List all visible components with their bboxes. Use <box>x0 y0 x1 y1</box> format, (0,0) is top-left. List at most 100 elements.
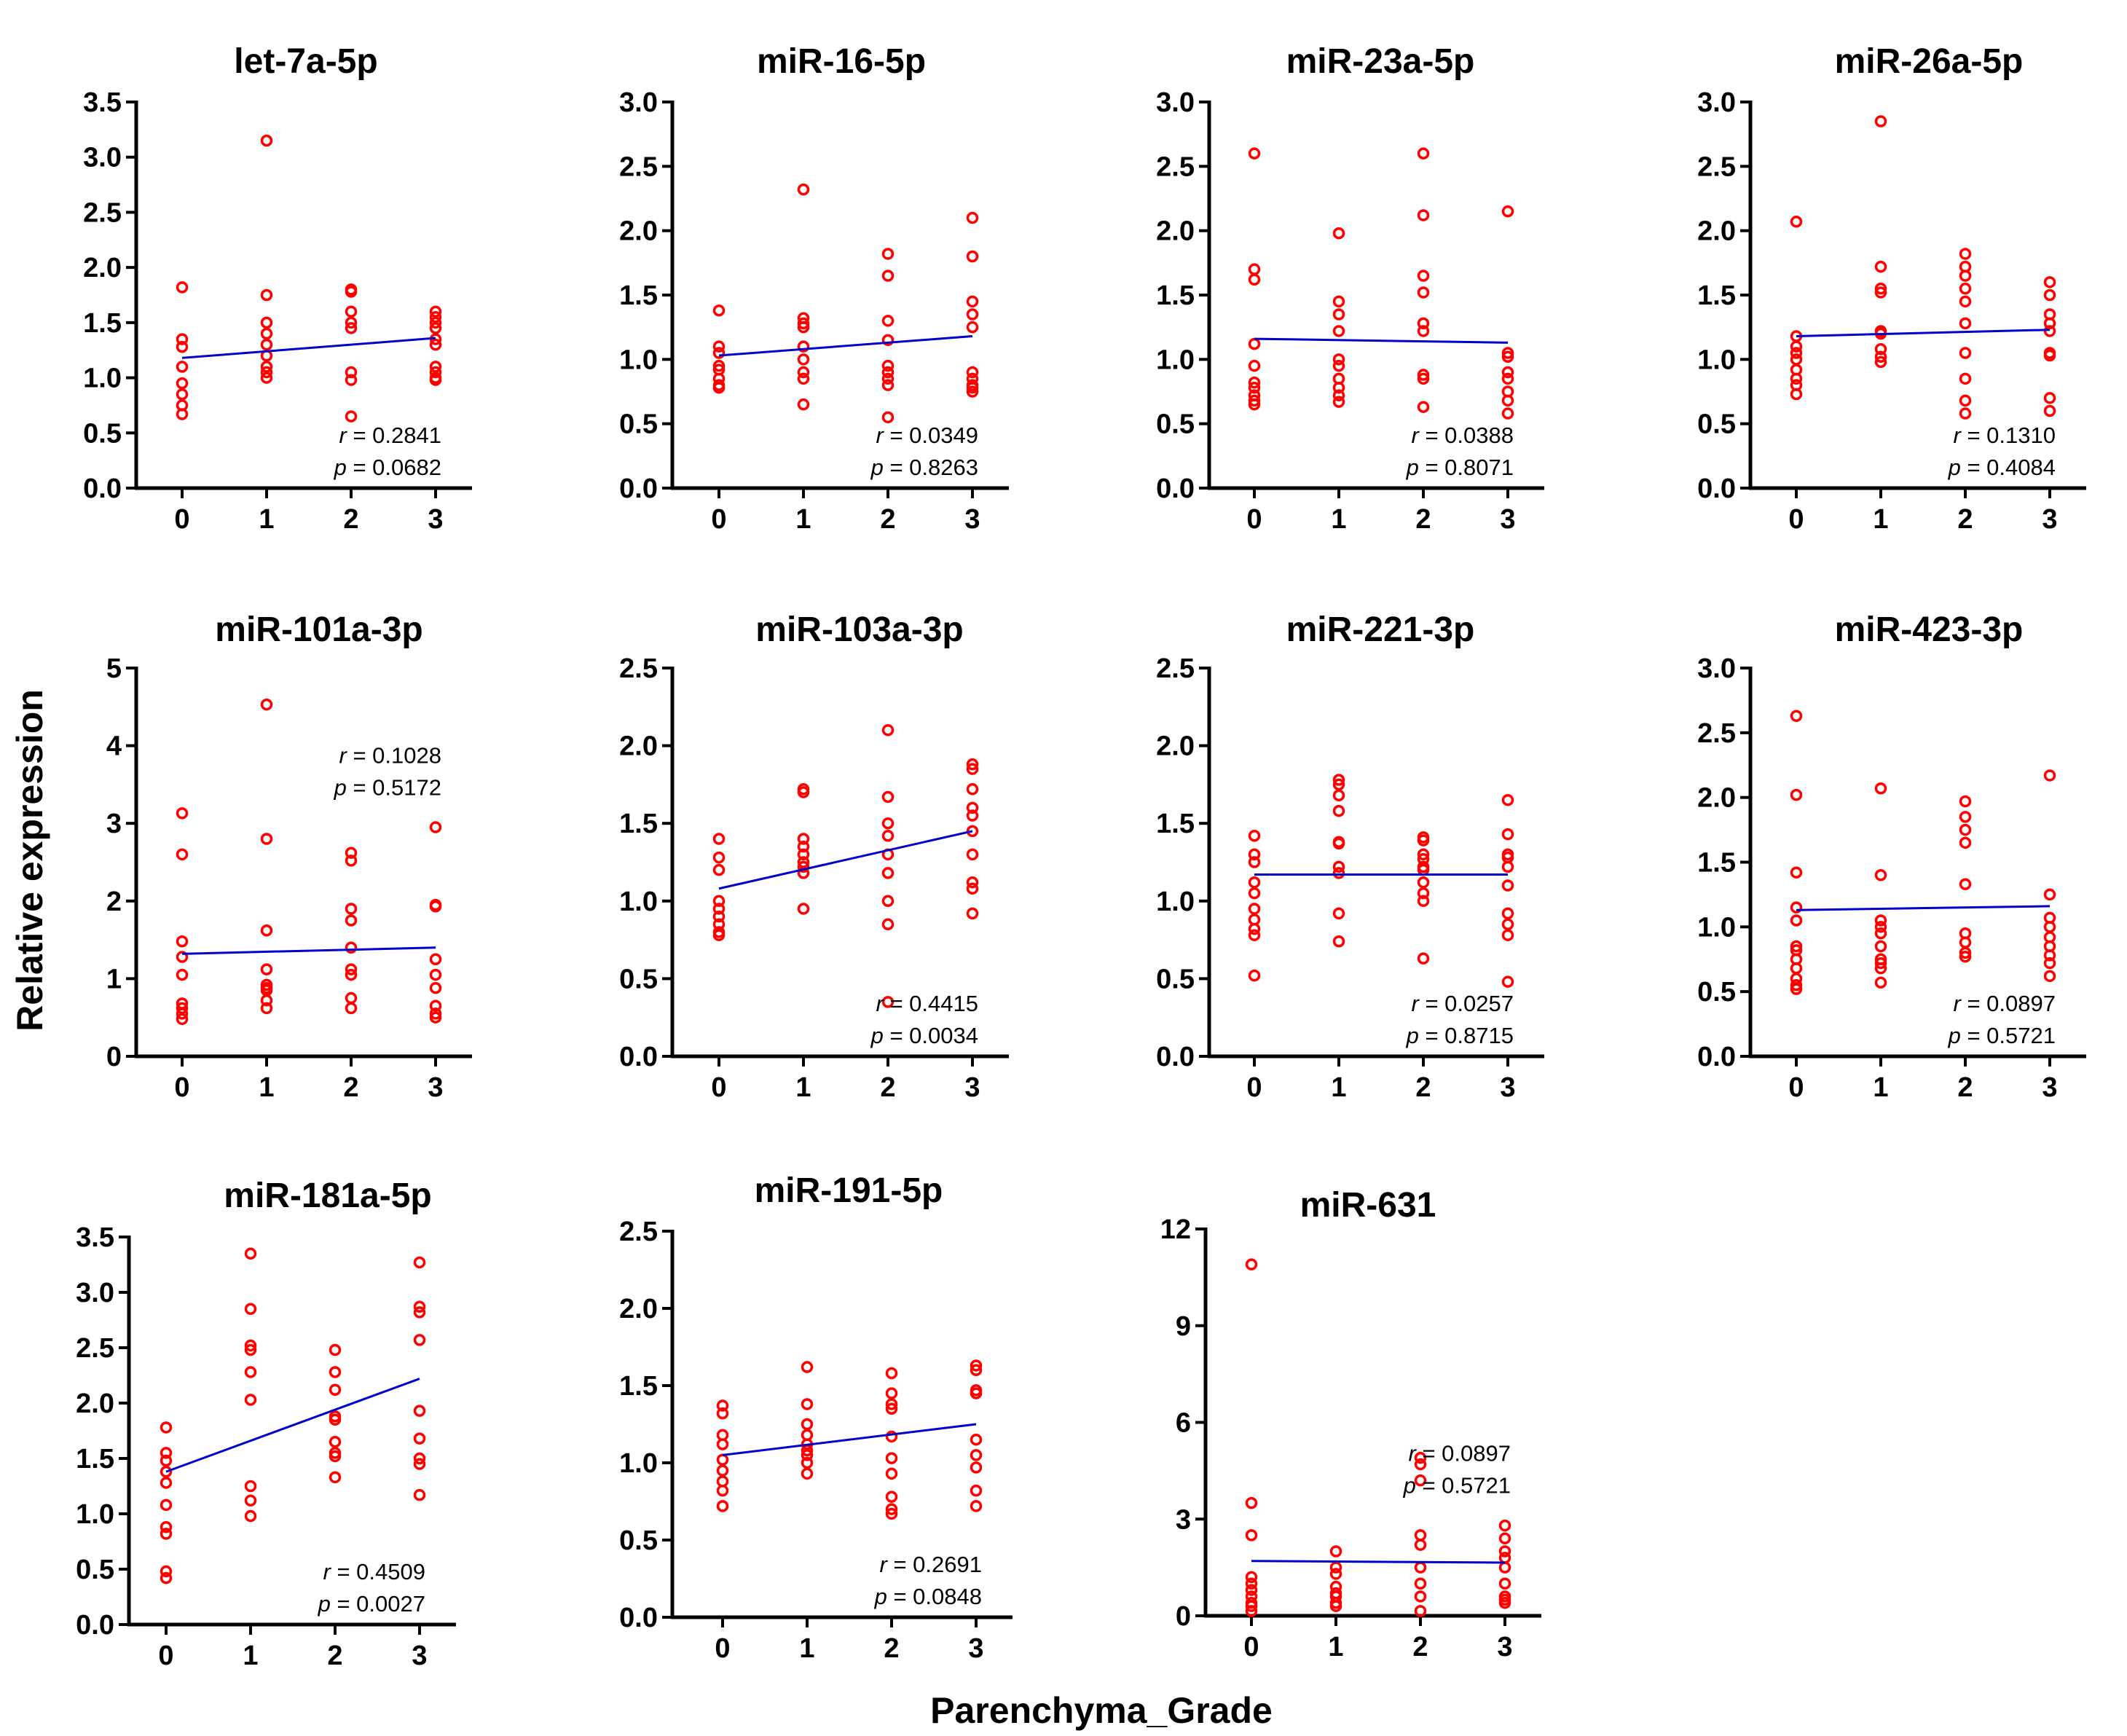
data-point <box>885 1430 898 1443</box>
data-point <box>797 840 810 853</box>
y-tick-label: 2.5 <box>76 1333 114 1364</box>
data-point <box>260 994 273 1007</box>
data-point <box>966 366 979 379</box>
data-point <box>260 327 273 340</box>
data-point <box>1332 935 1345 948</box>
data-point <box>966 250 979 263</box>
data-point <box>329 1343 342 1356</box>
data-point <box>1332 353 1345 366</box>
data-point <box>1790 914 1803 927</box>
panel-title: miR-423-3p <box>1835 610 2024 649</box>
data-point <box>1414 1577 1427 1590</box>
data-point <box>1332 907 1345 920</box>
data-point <box>1248 263 1261 275</box>
data-point <box>881 315 895 327</box>
data-point <box>1501 879 1514 892</box>
data-point <box>260 366 273 379</box>
data-point <box>1874 940 1887 953</box>
data-point <box>176 1008 189 1020</box>
data-point <box>244 1343 257 1356</box>
data-point <box>797 903 810 915</box>
data-point <box>1874 260 1887 273</box>
data-point <box>1248 359 1261 372</box>
data-point <box>1501 350 1514 364</box>
data-point <box>1332 325 1345 337</box>
panel-title: miR-26a-5p <box>1835 42 2024 81</box>
regression-line <box>718 335 973 357</box>
data-point <box>244 1303 257 1316</box>
data-point <box>429 316 442 329</box>
data-point <box>1498 1519 1511 1532</box>
y-tick-label: 9 <box>1176 1311 1191 1342</box>
y-tick-label: 2.5 <box>1697 718 1736 749</box>
panel-title: miR-221-3p <box>1286 610 1475 649</box>
panel-miR-221-3p: miR-221-3p 0.0 0.5 1.0 1.5 2.0 2.5 0 1 2 3 r = 0.02… <box>1156 610 1544 1103</box>
data-point <box>1874 115 1887 127</box>
data-point <box>1248 337 1261 350</box>
data-point <box>260 134 273 147</box>
y-tick-label: 0.5 <box>619 964 658 994</box>
data-point <box>881 817 895 830</box>
y-tick-label: 0.0 <box>76 1610 114 1641</box>
data-point <box>1245 1605 1258 1617</box>
data-point <box>797 353 810 366</box>
data-point <box>160 1571 173 1584</box>
data-point <box>345 903 358 915</box>
data-point <box>160 1465 173 1478</box>
panel-miR-26a-5p: miR-26a-5p 0.0 0.5 1.0 1.5 2.0 2.5 3.0 0 1 2 3 r = 0… <box>1697 42 2086 535</box>
y-tick-label: 0.0 <box>1156 474 1195 504</box>
x-tick-label: 3 <box>1500 504 1515 535</box>
data-point <box>345 914 358 927</box>
data-point <box>1874 350 1887 364</box>
p-statistic: p = 0.5721 <box>1403 1473 1511 1499</box>
regression-line <box>1796 329 2051 338</box>
data-point <box>345 305 358 318</box>
panel-let-7a-5p: let-7a-5p 0.0 0.5 1.0 1.5 2.0 2.5 3.0 3.5 0 1 2 3 r =… <box>83 42 472 535</box>
data-point <box>2043 349 2056 362</box>
data-point <box>1959 282 1972 295</box>
data-point <box>1417 852 1430 865</box>
panel-title: miR-101a-3p <box>215 610 422 649</box>
data-point <box>716 1438 729 1450</box>
data-point <box>1329 1561 1342 1574</box>
data-point <box>712 851 726 864</box>
data-point <box>429 981 442 994</box>
p-statistic: p = 0.0027 <box>318 1591 425 1617</box>
y-tick-label: 3 <box>106 809 122 839</box>
data-point <box>1248 856 1261 868</box>
x-tick-label: 2 <box>884 1633 899 1664</box>
data-point <box>176 408 189 420</box>
data-point <box>2043 404 2056 417</box>
data-point <box>966 381 979 394</box>
data-point <box>1332 308 1345 321</box>
x-tick-label: 3 <box>428 504 443 535</box>
data-point <box>970 1364 983 1377</box>
data-point <box>966 763 979 775</box>
data-point <box>1245 1577 1258 1590</box>
y-tick-label: 1.5 <box>1697 280 1736 311</box>
data-point <box>1245 1584 1258 1596</box>
data-point <box>160 1499 173 1512</box>
x-tick-label: 3 <box>412 1641 427 1671</box>
x-tick-label: 1 <box>1331 504 1346 535</box>
panels: let-7a-5p0.00.51.01.52.02.53.03.50 1 2 3r =… <box>76 42 2086 1671</box>
data-point <box>1501 372 1514 385</box>
data-point <box>885 1398 898 1410</box>
data-point <box>429 305 442 318</box>
data-point <box>345 855 358 867</box>
data-point <box>1874 869 1887 881</box>
data-point <box>1501 347 1514 359</box>
data-point <box>1874 962 1887 975</box>
x-tick-label: 0 <box>158 1641 173 1671</box>
data-point <box>881 270 895 282</box>
data-point <box>970 1359 983 1372</box>
data-point <box>881 334 895 347</box>
data-point <box>160 1447 173 1459</box>
data-point <box>1874 976 1887 989</box>
data-point <box>970 1484 983 1497</box>
data-point <box>881 411 895 424</box>
data-point <box>1874 342 1887 356</box>
data-point <box>885 1503 898 1515</box>
x-tick-label: 0 <box>174 504 189 535</box>
panel-title: miR-23a-5p <box>1286 42 1475 81</box>
